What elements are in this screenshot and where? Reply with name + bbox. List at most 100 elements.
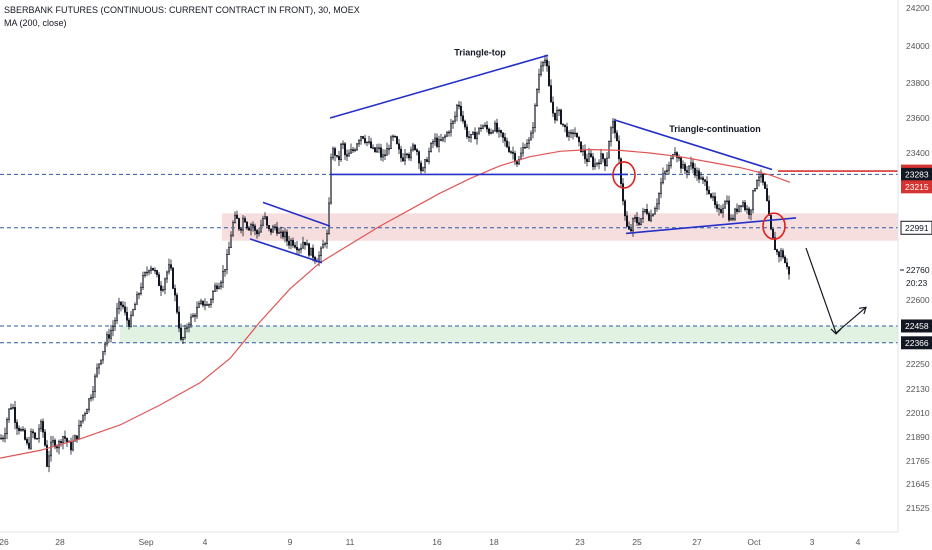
candle-body: [289, 240, 292, 246]
candle-body: [497, 130, 500, 133]
candle-body: [457, 104, 460, 107]
candle-body: [240, 228, 243, 231]
candle-body: [389, 136, 392, 149]
candle-body: [184, 328, 187, 338]
candle-body: [525, 143, 528, 148]
candle-body: [593, 163, 596, 168]
candle-body: [124, 306, 127, 313]
candle-body: [653, 208, 656, 215]
candle-body: [443, 135, 446, 138]
candle-body: [41, 421, 44, 433]
candle-body: [49, 441, 52, 457]
candle-body: [737, 205, 740, 212]
candle-body: [178, 311, 181, 329]
candle-body: [186, 326, 189, 329]
price-tick-label: 23400: [906, 148, 930, 158]
candle-body: [341, 143, 344, 145]
candle-body: [731, 217, 734, 220]
pattern-label: Triangle-continuation: [669, 124, 761, 134]
candle-body: [92, 391, 95, 398]
price-tick-label: 22600: [906, 295, 930, 305]
candle-body: [753, 188, 756, 192]
candle-body: [787, 266, 790, 275]
candle-body: [349, 149, 352, 154]
candle-body: [437, 139, 440, 147]
candle-body: [775, 249, 778, 253]
candle-body: [723, 201, 726, 209]
candle-body: [477, 127, 480, 134]
candle-body: [587, 153, 590, 162]
candle-body: [547, 65, 550, 86]
trendline: [613, 118, 773, 171]
candle-body: [517, 159, 520, 165]
candle-body: [521, 147, 524, 154]
price-mark-label: 22991: [905, 223, 929, 233]
candle-body: [347, 152, 350, 157]
candle-body: [130, 314, 133, 327]
price-tick-label: 22250: [906, 359, 930, 369]
candle-body: [507, 146, 510, 152]
candle-body: [305, 243, 308, 246]
candle-body: [533, 105, 536, 128]
candle-body: [645, 209, 648, 214]
candle-body: [555, 110, 558, 121]
candle-body: [465, 126, 468, 137]
candle-body: [204, 304, 207, 306]
candle-body: [100, 359, 103, 365]
candle-body: [395, 136, 398, 145]
time-tick-label: 26: [0, 537, 9, 547]
candle-body: [365, 141, 368, 144]
candle-body: [339, 143, 342, 161]
candle-body: [327, 202, 330, 234]
candle-body: [367, 141, 370, 143]
price-mark-bg: [900, 220, 932, 235]
last-price-label: 22760: [906, 265, 930, 275]
candle-body: [633, 217, 636, 220]
indicator-legend: MA (200, close): [4, 18, 67, 28]
candle-body: [701, 177, 704, 181]
candle-body: [154, 269, 157, 272]
candle-body: [639, 218, 642, 225]
candle-body: [551, 101, 554, 114]
candle-body: [146, 271, 149, 274]
candle-body: [515, 161, 518, 165]
candle-body: [689, 162, 692, 167]
candle-body: [88, 398, 91, 410]
candle-body: [695, 170, 698, 176]
candle-body: [150, 267, 153, 271]
candle-body: [623, 200, 626, 217]
candle-body: [74, 435, 77, 442]
candle-body: [475, 132, 478, 140]
candle-body: [619, 158, 622, 184]
candle-body: [311, 247, 314, 258]
candle-body: [651, 213, 654, 217]
candle-body: [166, 271, 169, 280]
price-mark-bg: [901, 336, 932, 350]
price-mark-label: 23283: [905, 169, 929, 179]
candle-body: [469, 134, 472, 138]
candle-body: [705, 181, 708, 191]
candle-body: [283, 231, 286, 238]
candle-body: [363, 138, 366, 143]
candle-body: [112, 326, 115, 331]
candle-body: [108, 334, 111, 339]
candle-body: [220, 281, 223, 288]
candle-body: [246, 221, 249, 229]
candle-body: [0, 437, 2, 440]
candle-body: [351, 149, 354, 151]
candle-body: [685, 170, 688, 173]
candle-body: [745, 208, 748, 211]
candle-body: [14, 407, 17, 423]
candle-body: [200, 300, 203, 304]
candle-body: [303, 241, 306, 246]
candle-body: [429, 142, 432, 152]
candle-body: [381, 154, 384, 158]
candle-body: [681, 164, 684, 169]
candle-body: [267, 225, 270, 230]
breakout-circle: [612, 161, 636, 189]
candle-body: [727, 200, 730, 221]
candle-body: [325, 233, 328, 244]
candle-body: [25, 439, 28, 444]
candle-body: [23, 429, 26, 440]
